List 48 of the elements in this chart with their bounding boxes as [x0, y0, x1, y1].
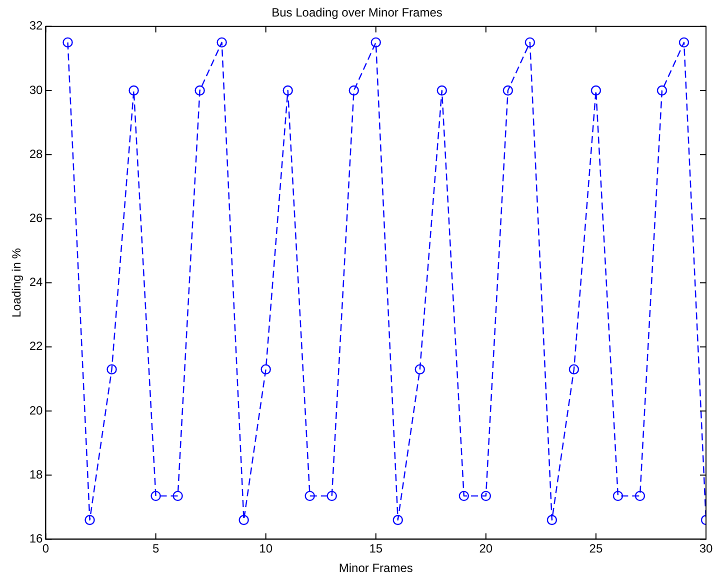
x-tick-label: 15 — [369, 542, 383, 556]
point — [216, 37, 227, 48]
point — [678, 37, 690, 48]
point — [414, 364, 425, 374]
y-axis-title: Loading in % — [10, 248, 24, 318]
x-tick-label: 25 — [589, 542, 603, 556]
point — [62, 37, 73, 48]
point — [546, 514, 558, 526]
point — [612, 490, 624, 502]
y-tick-label: 24 — [29, 275, 44, 290]
x-tick-label: 30 — [699, 542, 713, 556]
x-axis-title: Minor Frames — [338, 561, 413, 576]
point — [634, 490, 646, 502]
point — [238, 514, 249, 526]
point — [282, 85, 293, 96]
y-tick-label: 18 — [29, 467, 44, 482]
point — [304, 490, 315, 502]
y-tick-label: 26 — [29, 211, 44, 226]
chart-title: Bus Loading over Minor Frames — [272, 6, 442, 20]
y-tick-label: 28 — [29, 146, 44, 161]
y-tick-label: 20 — [29, 403, 44, 418]
point — [150, 490, 161, 502]
point — [194, 85, 205, 96]
x-tick-label: 20 — [479, 542, 493, 556]
point — [172, 490, 183, 502]
point — [128, 85, 139, 96]
point — [260, 364, 271, 374]
point — [326, 490, 337, 502]
point — [436, 85, 447, 96]
point — [656, 85, 668, 96]
y-tick-label: 32 — [29, 18, 44, 33]
x-tick-label: 5 — [152, 542, 160, 556]
x-tick-label: 0 — [42, 542, 50, 556]
y-tick-label: 16 — [29, 532, 44, 546]
point — [568, 364, 580, 374]
x-tick-label: 10 — [259, 542, 273, 556]
point — [106, 364, 117, 374]
point — [590, 85, 602, 96]
y-tick-label: 22 — [29, 339, 44, 354]
point — [348, 85, 359, 96]
point — [524, 37, 536, 48]
y-tick-label: 30 — [29, 82, 44, 97]
point — [84, 514, 95, 526]
point — [392, 514, 403, 526]
point — [502, 85, 514, 96]
point — [370, 37, 381, 48]
point — [480, 490, 492, 502]
point — [458, 490, 470, 502]
